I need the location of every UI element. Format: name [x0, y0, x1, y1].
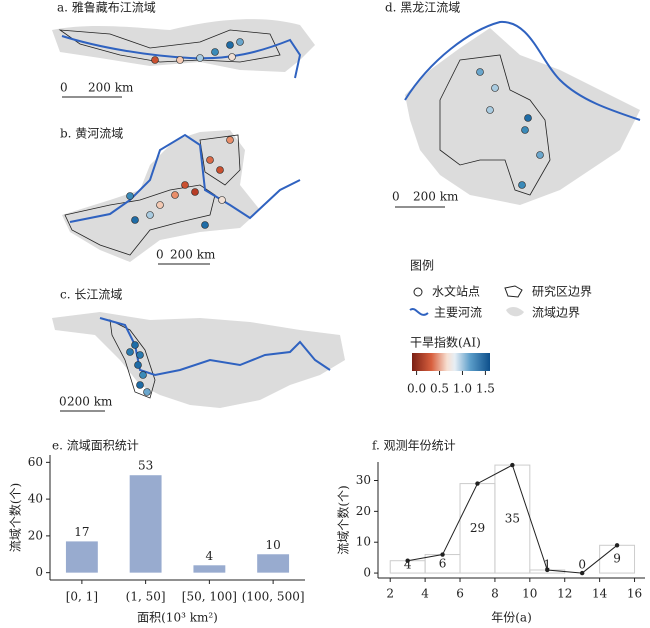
stations [126, 136, 234, 229]
colorbar-tick-label: 0.5 [430, 382, 449, 396]
colorbar-title: 干旱指数(AI) [410, 335, 481, 350]
x-tick-label: 4 [421, 587, 429, 601]
legend-title: 图例 [410, 259, 434, 273]
chart-title: f. 观测年份统计 [372, 439, 456, 453]
x-tick-label: [50, 100] [182, 590, 237, 604]
x-tick-label: 10 [522, 587, 537, 601]
x-tick-label: (100, 500] [242, 590, 305, 604]
legend-symbol [504, 285, 523, 298]
study-boundary [439, 54, 551, 196]
value-label: 9 [613, 552, 621, 566]
legend-label: 研究区边界 [532, 284, 592, 299]
bar [129, 475, 162, 573]
value-label: 4 [404, 558, 412, 572]
trend-point [614, 543, 620, 548]
colorbar-tick-label: 1.5 [476, 382, 495, 396]
scale-label: 200 km [413, 190, 459, 204]
y-axis-label: 流域个数(个) [336, 485, 351, 554]
x-tick-label: 8 [491, 587, 499, 601]
y-tick-label: 40 [28, 492, 43, 506]
panel-title: b. 黄河流域 [60, 127, 123, 141]
value-label: 29 [470, 521, 485, 535]
x-tick-label: 14 [592, 587, 608, 601]
bar [65, 541, 98, 573]
legend-symbol [413, 287, 423, 297]
scale-label: 0 [156, 248, 164, 262]
y-axis-label: 流域个数(个) [8, 483, 23, 552]
value-label: 0 [578, 558, 586, 572]
x-tick-label: [0, 1] [66, 590, 98, 604]
stations [476, 68, 544, 189]
map-b: b. 黄河流域 0 200 km [60, 127, 301, 265]
scale-label: 200 km [67, 395, 113, 409]
study-boundary [58, 29, 281, 63]
legend-label: 主要河流 [434, 306, 482, 320]
panel-title: c. 长江流域 [60, 288, 122, 302]
trend-point [579, 570, 585, 576]
x-tick-label: 12 [557, 587, 572, 601]
legend-label: 水文站点 [432, 284, 480, 299]
main-river [69, 133, 301, 223]
legend-label: 流域边界 [532, 306, 580, 320]
basin-area [52, 312, 345, 408]
x-tick-label: 16 [627, 587, 642, 601]
legend-symbol [506, 306, 524, 317]
scale-label: 0 [60, 81, 68, 95]
scale-label: 200 km [88, 81, 134, 95]
panel-title: a. 雅鲁藏布江流域 [57, 0, 156, 15]
y-tick-label: 0 [35, 565, 43, 579]
map-c: c. 长江流域 0 200 km [52, 288, 345, 412]
map-d: d. 黑龙江流域 0 200 km [385, 1, 641, 208]
trend-point [440, 552, 445, 557]
value-label: 17 [74, 525, 89, 539]
bar [193, 565, 226, 573]
y-tick-label: 60 [28, 455, 43, 469]
panel-title: d. 黑龙江流域 [385, 1, 460, 15]
chart-title: e. 流域面积统计 [52, 439, 139, 453]
y-tick-label: 10 [356, 535, 371, 549]
y-tick-label: 30 [356, 473, 371, 487]
trend-point [545, 567, 550, 573]
colorbar [412, 353, 490, 371]
value-label: 35 [505, 512, 520, 526]
study-boundary [64, 134, 241, 256]
x-tick-label: 6 [456, 587, 464, 601]
y-tick-label: 0 [363, 566, 371, 580]
trend-point [475, 481, 480, 486]
value-label: 4 [206, 549, 214, 563]
scale-label: 0 [59, 395, 67, 409]
main-river [404, 20, 641, 121]
x-axis-label: 年份(a) [491, 611, 532, 625]
scale-label: 200 km [170, 248, 216, 262]
basin-area [52, 19, 315, 72]
value-label: 53 [138, 459, 153, 473]
stations [126, 341, 151, 396]
colorbar-tick-label: 1.0 [453, 382, 472, 396]
value-label: 6 [439, 556, 447, 570]
trend-point [510, 462, 515, 468]
value-label: 1 [543, 558, 551, 572]
stations [151, 38, 244, 64]
bar [257, 554, 290, 573]
y-tick-label: 20 [356, 504, 371, 518]
legend-symbol [409, 307, 429, 316]
legend: 图例 水文站点 研究区边界 主要河流 流域边界 干旱指数(AI) [409, 259, 592, 371]
study-boundary [109, 319, 156, 399]
scale-label: 0 [392, 190, 400, 204]
main-river [61, 35, 302, 79]
x-tick-label: 2 [386, 587, 394, 601]
x-axis-label: 面积(10³ km²) [137, 611, 218, 625]
basin-area [405, 28, 640, 205]
map-a: a. 雅鲁藏布江流域 0 200 km [52, 0, 315, 98]
y-tick-label: 20 [28, 528, 43, 542]
value-label: 10 [265, 538, 280, 552]
trend-point [405, 558, 410, 563]
x-tick-label: (1, 50] [126, 590, 166, 604]
colorbar-tick-label: 0.0 [407, 382, 426, 396]
